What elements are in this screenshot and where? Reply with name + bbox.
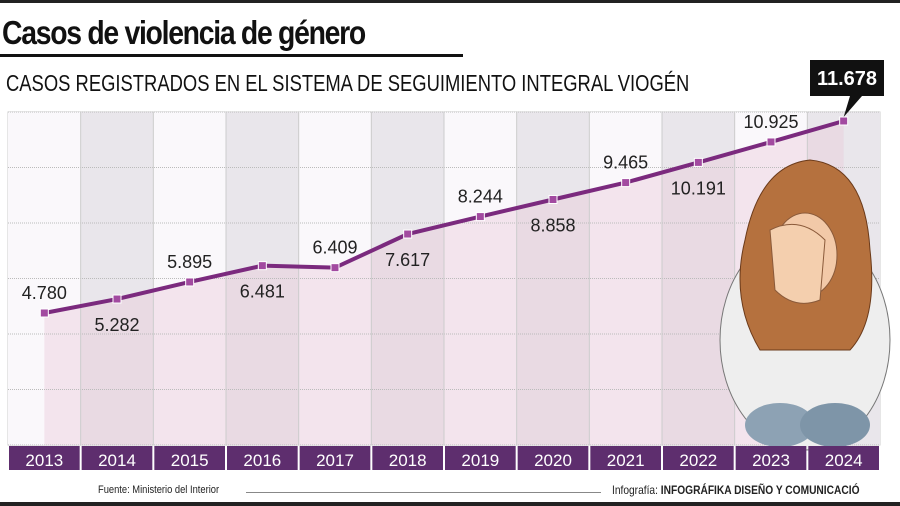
woman-hand xyxy=(769,223,826,304)
x-tick-label: 2021 xyxy=(607,451,645,470)
woman-knee xyxy=(800,403,870,447)
series-line xyxy=(43,119,845,315)
x-tick-cell xyxy=(9,446,80,470)
callout-label: 11.678 xyxy=(817,68,877,90)
page-title: Casos de violencia de género xyxy=(2,14,366,51)
x-tick-cell xyxy=(154,446,225,470)
x-tick-label: 2018 xyxy=(389,451,427,470)
chart-subtitle: CASOS REGISTRADOS EN EL SISTEMA DE SEGUI… xyxy=(6,70,690,96)
data-label: 4.780 xyxy=(22,283,67,303)
data-point xyxy=(330,263,340,273)
data-label: 5.895 xyxy=(167,252,212,272)
data-point xyxy=(112,294,122,304)
x-tick-label: 2022 xyxy=(679,451,717,470)
source-text: Fuente: Ministerio del Interior xyxy=(98,484,220,496)
data-point xyxy=(403,229,413,239)
data-point xyxy=(621,178,631,188)
x-tick-cell xyxy=(81,446,153,470)
credit-text: Infografía: INFOGRÁFIKA DISEÑO Y COMUNIC… xyxy=(612,483,860,497)
x-tick-cell xyxy=(590,446,661,470)
data-point xyxy=(548,194,558,204)
x-tick-cell xyxy=(663,446,734,470)
x-tick-label: 2013 xyxy=(25,451,63,470)
data-label: 10.191 xyxy=(671,178,726,198)
source-rule xyxy=(246,492,601,493)
bottom-rule xyxy=(0,502,900,506)
data-label: 6.409 xyxy=(312,238,357,258)
callout-box xyxy=(810,60,884,96)
data-label: 8.858 xyxy=(530,215,575,235)
woman-knee xyxy=(745,403,815,447)
data-point xyxy=(39,308,49,318)
x-tick-label: 2017 xyxy=(316,451,354,470)
data-label: 5.282 xyxy=(94,315,139,335)
x-tick-cell xyxy=(227,446,298,470)
x-tick-label: 2023 xyxy=(752,451,790,470)
top-rule xyxy=(0,0,900,3)
x-tick-label: 2020 xyxy=(534,451,572,470)
x-tick-cell xyxy=(445,446,516,470)
x-tick-cell xyxy=(517,446,589,470)
data-point xyxy=(185,277,195,287)
credit-name: INFOGRÁFIKA DISEÑO Y COMUNICACIÓ xyxy=(660,483,860,497)
data-point xyxy=(693,157,703,167)
x-tick-label: 2019 xyxy=(461,451,499,470)
callout-pointer xyxy=(843,96,862,117)
title-underline xyxy=(0,54,463,57)
data-point xyxy=(475,212,485,222)
x-tick-label: 2016 xyxy=(243,451,281,470)
x-tick-cell xyxy=(808,446,879,470)
x-tick-cell xyxy=(299,446,371,470)
data-label: 6.481 xyxy=(240,282,285,302)
data-label: 7.617 xyxy=(385,250,430,270)
credit-prefix: Infografía: xyxy=(612,483,658,497)
data-point xyxy=(257,261,267,271)
data-label: 10.925 xyxy=(743,112,798,132)
x-tick-cell xyxy=(735,446,807,470)
woman-illustration-icon xyxy=(719,159,891,451)
x-tick-label: 2024 xyxy=(825,451,863,470)
x-tick-cell xyxy=(372,446,443,470)
data-point xyxy=(766,137,776,147)
data-label: 9.465 xyxy=(603,153,648,173)
x-tick-label: 2015 xyxy=(171,451,209,470)
data-point xyxy=(839,116,849,126)
data-label: 8.244 xyxy=(458,187,503,207)
x-tick-label: 2014 xyxy=(98,451,136,470)
